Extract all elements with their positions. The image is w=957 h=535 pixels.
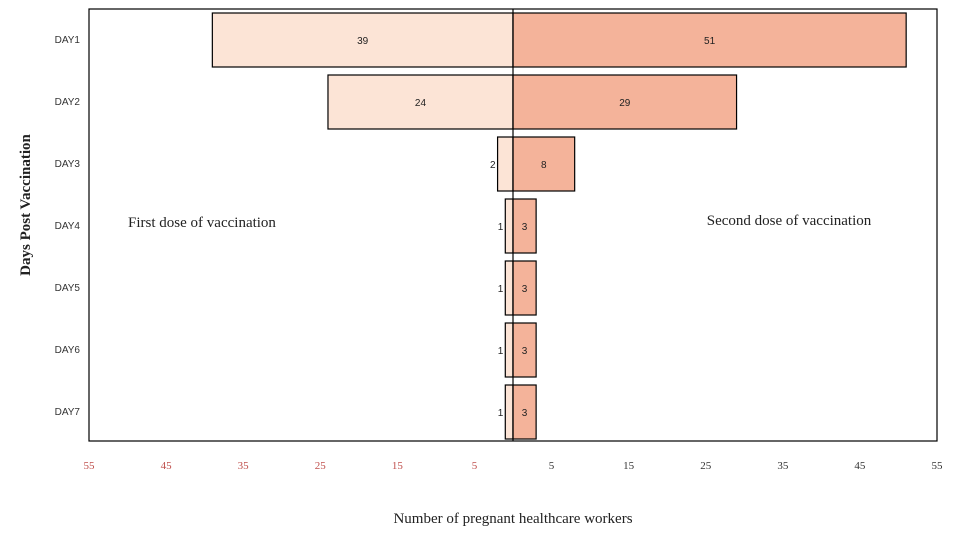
value-label-first-dose: 39 (357, 36, 369, 47)
bar-first-dose-day5 (504, 260, 514, 316)
x-tick-label: 15 (623, 460, 635, 472)
category-label: DAY5 (55, 283, 81, 294)
bar-first-dose-day4 (504, 198, 514, 254)
second-dose-annotation: Second dose of vaccination (707, 213, 872, 229)
bar-first-dose-day2 (327, 74, 514, 130)
y-axis-label: Days Post Vaccination (18, 134, 34, 276)
value-label-second-dose: 3 (522, 346, 528, 357)
second-dose-value-labels: 51 29 8 3 3 3 3 (522, 36, 716, 419)
x-tick-label: 45 (854, 460, 866, 472)
category-label: DAY2 (55, 97, 81, 108)
category-label: DAY4 (55, 221, 81, 232)
value-label-first-dose: 1 (498, 222, 504, 233)
value-label-second-dose: 51 (704, 36, 716, 47)
first-dose-annotation: First dose of vaccination (128, 215, 276, 231)
category-labels: DAY1 DAY2 DAY3 DAY4 DAY5 DAY6 DAY7 (55, 35, 81, 418)
value-label-first-dose: 1 (498, 284, 504, 295)
x-tick-label: 35 (238, 460, 250, 472)
x-tick-label: 25 (700, 460, 712, 472)
bar-first-dose-day3 (496, 136, 514, 192)
value-label-first-dose: 1 (498, 408, 504, 419)
category-label: DAY1 (55, 35, 81, 46)
bar-second-dose-day2 (512, 74, 738, 130)
bar-first-dose-day6 (504, 322, 514, 378)
value-label-first-dose: 1 (498, 346, 504, 357)
x-tick-label: 25 (315, 460, 327, 472)
value-label-second-dose: 3 (522, 284, 528, 295)
value-label-second-dose: 8 (541, 160, 547, 171)
x-tick-label: 55 (84, 460, 96, 472)
value-label-first-dose: 2 (490, 160, 496, 171)
x-tick-label: 35 (777, 460, 789, 472)
x-tick-label: 5 (472, 460, 478, 472)
first-dose-value-labels: 39 24 2 1 1 1 1 (357, 36, 504, 419)
bar-second-dose-day3 (512, 136, 576, 192)
x-tick-label: 5 (549, 460, 555, 472)
value-label-second-dose: 3 (522, 222, 528, 233)
x-tick-labels: 55 45 35 25 15 5 5 15 25 35 45 55 (84, 460, 944, 472)
x-tick-label: 55 (932, 460, 944, 472)
x-axis-label: Number of pregnant healthcare workers (393, 511, 632, 527)
bar-first-dose-day7 (504, 384, 514, 440)
value-label-second-dose: 3 (522, 408, 528, 419)
x-tick-label: 15 (392, 460, 404, 472)
x-tick-label: 45 (161, 460, 173, 472)
first-dose-bars (211, 12, 514, 440)
value-label-first-dose: 24 (415, 98, 427, 109)
value-label-second-dose: 29 (619, 98, 631, 109)
category-label: DAY7 (55, 407, 81, 418)
bar-first-dose-day1 (211, 12, 514, 68)
category-label: DAY3 (55, 159, 81, 170)
category-label: DAY6 (55, 345, 81, 356)
